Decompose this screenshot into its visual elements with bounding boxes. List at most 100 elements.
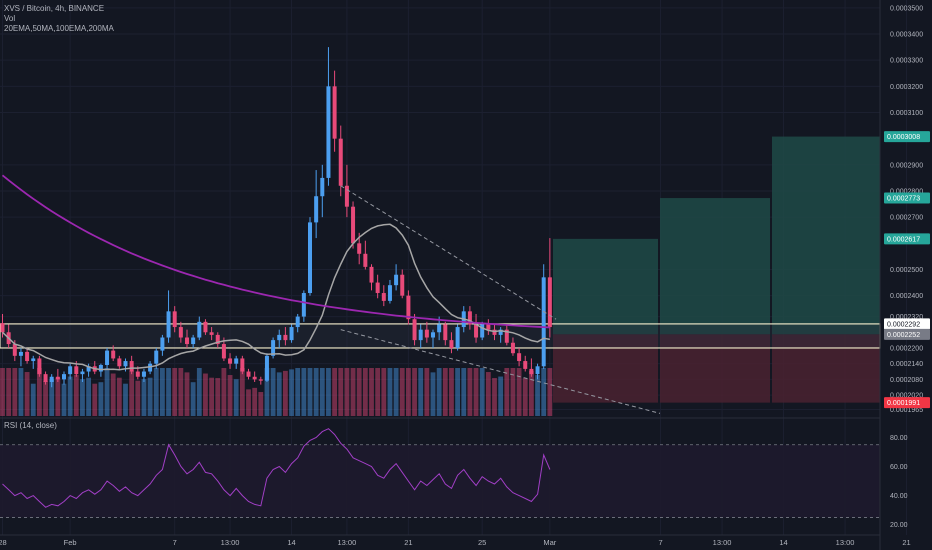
candle-body (301, 293, 306, 317)
candle-body (264, 355, 269, 381)
candle-body (166, 311, 171, 338)
volume-bar (313, 368, 319, 416)
volume-bar (209, 377, 214, 416)
volume-bar (92, 383, 98, 416)
volume-bar (246, 389, 251, 416)
candle-body (0, 323, 5, 333)
candle-body (289, 327, 294, 341)
candle-body (449, 340, 454, 348)
x-tick-label: 13:00 (836, 538, 855, 547)
candle-body (258, 379, 263, 381)
candle-body (443, 324, 448, 341)
volume-bar (147, 377, 153, 416)
candle-body (406, 295, 411, 320)
volume-bar (67, 376, 73, 416)
candle-body (221, 344, 226, 359)
volume-bar (479, 368, 485, 416)
volume-bar (18, 368, 24, 416)
volume-bar (24, 372, 30, 416)
y-tick-label: 0.0002800 (890, 188, 923, 195)
x-tick-label: 13:00 (221, 538, 240, 547)
candle-body (49, 376, 54, 382)
candle-body (271, 340, 276, 356)
x-tick-label: 13:00 (338, 538, 357, 547)
volume-bar (43, 380, 48, 416)
candle-body (37, 358, 42, 375)
volume-bar (498, 376, 504, 416)
volume-bar (387, 368, 393, 416)
volume-bar (276, 372, 282, 416)
candlesticks (0, 47, 552, 388)
volume-bar (190, 382, 196, 416)
volume-bar (116, 377, 122, 416)
candle-body (541, 277, 546, 367)
volume-bar (270, 368, 276, 416)
x-tick-label: 21 (404, 538, 412, 547)
candle-body (160, 337, 165, 351)
candle-body (338, 138, 343, 186)
price-tag (884, 233, 930, 245)
candle-body (234, 358, 239, 364)
candle-body (74, 366, 79, 375)
y-tick-label: 0.0002400 (890, 293, 923, 300)
candle-body (43, 374, 48, 382)
loss-zone-3 (772, 334, 880, 403)
candle-body (529, 368, 534, 375)
x-tick-label: 14 (779, 538, 787, 547)
volume-bar (332, 368, 337, 416)
volume-bar (492, 378, 497, 416)
volume-bar (233, 379, 239, 416)
volume-bar (412, 368, 417, 416)
volume-bar (436, 368, 442, 416)
volume-bar (424, 368, 430, 416)
volume-bar (319, 368, 325, 416)
volume-bar (375, 368, 381, 416)
volume-bar (166, 368, 171, 416)
vol-label: Vol (4, 14, 16, 23)
volume-bar (399, 368, 405, 416)
volume-bar (221, 368, 227, 416)
volume-bar (215, 378, 221, 416)
price-tag-label: 0.0002252 (887, 332, 920, 339)
volume-bar (369, 368, 374, 416)
volume-bar (516, 368, 522, 416)
x-tick-label: Mar (543, 538, 556, 547)
volume-bar (449, 368, 454, 416)
volume-bar (203, 373, 208, 416)
x-tick-label: 14 (287, 538, 295, 547)
candle-body (320, 177, 325, 197)
volume-bar (135, 380, 141, 416)
x-tick-label: 25 (478, 538, 486, 547)
price-tag-label: 0.0002617 (887, 236, 920, 243)
price-tag-label: 0.0003008 (887, 134, 920, 141)
price-tag-label: 0.0001991 (887, 400, 920, 407)
y-tick-label: 0.0002900 (890, 162, 923, 169)
volume-bar (381, 368, 387, 416)
candle-body (185, 337, 189, 345)
candle-body (135, 371, 140, 377)
candle-body (498, 329, 503, 335)
y-tick-label: 0.0003200 (890, 84, 923, 91)
candle-body (25, 351, 30, 362)
y-tick-label: 0.0002700 (890, 215, 923, 222)
candle-body (277, 334, 282, 341)
candle-body (117, 358, 122, 367)
rsi-tick-label: 40.00 (890, 493, 908, 500)
volume-bar (160, 368, 165, 416)
price-tag (884, 192, 930, 204)
candle-body (252, 376, 257, 380)
rsi-tick-label: 60.00 (890, 464, 908, 471)
candle-body (400, 274, 405, 296)
volume-bar (80, 379, 85, 416)
volume-bar (264, 368, 270, 416)
profit-zone-1 (553, 238, 658, 335)
candle-body (492, 329, 497, 335)
candle-body (12, 344, 17, 356)
candle-body (351, 206, 356, 244)
volume-bar (307, 368, 313, 416)
volume-bar (86, 377, 91, 416)
candle-body (412, 319, 417, 341)
volume-bar (467, 368, 473, 416)
candle-body (486, 324, 491, 330)
